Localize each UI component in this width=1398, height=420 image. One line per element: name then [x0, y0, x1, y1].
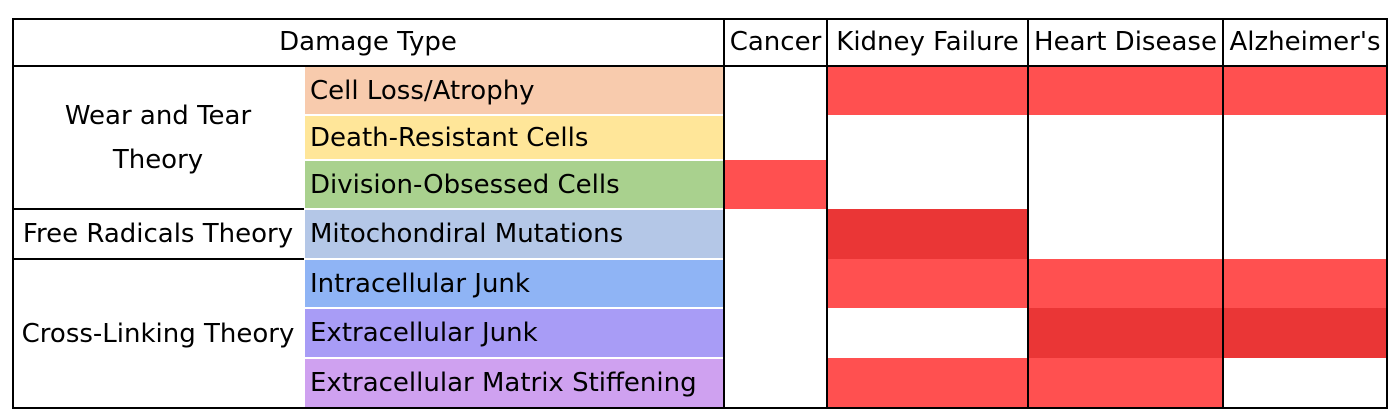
table-border: [1222, 18, 1224, 408]
damage-type-label: Death-Resistant Cells: [310, 122, 589, 153]
table-border: [12, 208, 304, 210]
matrix-cell: [1028, 259, 1223, 308]
row-gap: [304, 357, 723, 359]
matrix-cell: [724, 209, 827, 259]
matrix-cell: [1028, 160, 1223, 209]
row-gap: [304, 114, 723, 116]
matrix-cell: [724, 358, 827, 408]
table-border: [12, 258, 304, 260]
matrix-cell: [1223, 160, 1387, 209]
header-disease-2: Heart Disease: [1034, 27, 1217, 57]
table-border: [826, 18, 828, 408]
damage-type-label: Mitochondiral Mutations: [310, 219, 624, 249]
theory-label: Free Radicals Theory: [22, 219, 294, 249]
table-border: [12, 18, 14, 408]
matrix-cell: [827, 259, 1028, 308]
row-gap: [304, 307, 723, 309]
damage-type-cell: [305, 210, 723, 258]
row-gap: [304, 159, 723, 161]
header-disease-0: Cancer: [729, 27, 822, 57]
header-damage-type: Damage Type: [279, 27, 457, 57]
damage-type-cell: [305, 309, 723, 357]
matrix-cell: [1223, 115, 1387, 160]
table-border: [723, 18, 725, 408]
matrix-cell: [1223, 358, 1387, 408]
matrix-cell: [827, 160, 1028, 209]
matrix-cell: [827, 66, 1028, 115]
damage-type-label: Intracellular Junk: [310, 268, 530, 299]
matrix-cell: [1028, 308, 1223, 358]
matrix-cell: [1223, 209, 1387, 259]
matrix-cell: [827, 358, 1028, 408]
theory-label: Wear and Tear Theory: [64, 100, 252, 175]
matrix-cell: [1223, 66, 1387, 115]
matrix-cell: [724, 308, 827, 358]
damage-type-cell: [305, 116, 723, 159]
table-border: [1386, 18, 1388, 409]
matrix-cell: [724, 115, 827, 160]
matrix-cell: [827, 209, 1028, 259]
matrix-cell: [724, 66, 827, 115]
matrix-cell: [1028, 115, 1223, 160]
matrix-cell: [1028, 358, 1223, 408]
matrix-cell: [827, 115, 1028, 160]
row-gap: [304, 208, 723, 210]
damage-type-label: Cell Loss/Atrophy: [310, 75, 535, 106]
damage-type-cell: [305, 260, 723, 307]
header-disease-3: Alzheimer's: [1229, 27, 1381, 57]
table-border: [1027, 18, 1029, 408]
matrix-cell: [1223, 259, 1387, 308]
matrix-cell: [1223, 308, 1387, 358]
table-border: [12, 65, 1387, 67]
row-gap: [304, 258, 723, 260]
damage-type-label: Division-Obsessed Cells: [310, 169, 620, 200]
matrix-cell: [1028, 66, 1223, 115]
matrix-cell: [1028, 209, 1223, 259]
damage-type-cell: [305, 161, 723, 208]
damage-type-label: Extracellular Junk: [310, 318, 538, 348]
header-disease-1: Kidney Failure: [836, 27, 1019, 57]
damage-type-cell: [305, 359, 723, 407]
matrix-cell: [827, 308, 1028, 358]
damage-type-label: Extracellular Matrix Stiffening: [310, 368, 697, 398]
table-border: [12, 407, 1387, 409]
table-border: [12, 18, 1387, 20]
damage-type-cell: [305, 67, 723, 114]
theory-label: Cross-Linking Theory: [21, 318, 295, 349]
matrix-cell: [724, 259, 827, 308]
matrix-cell: [724, 160, 827, 209]
